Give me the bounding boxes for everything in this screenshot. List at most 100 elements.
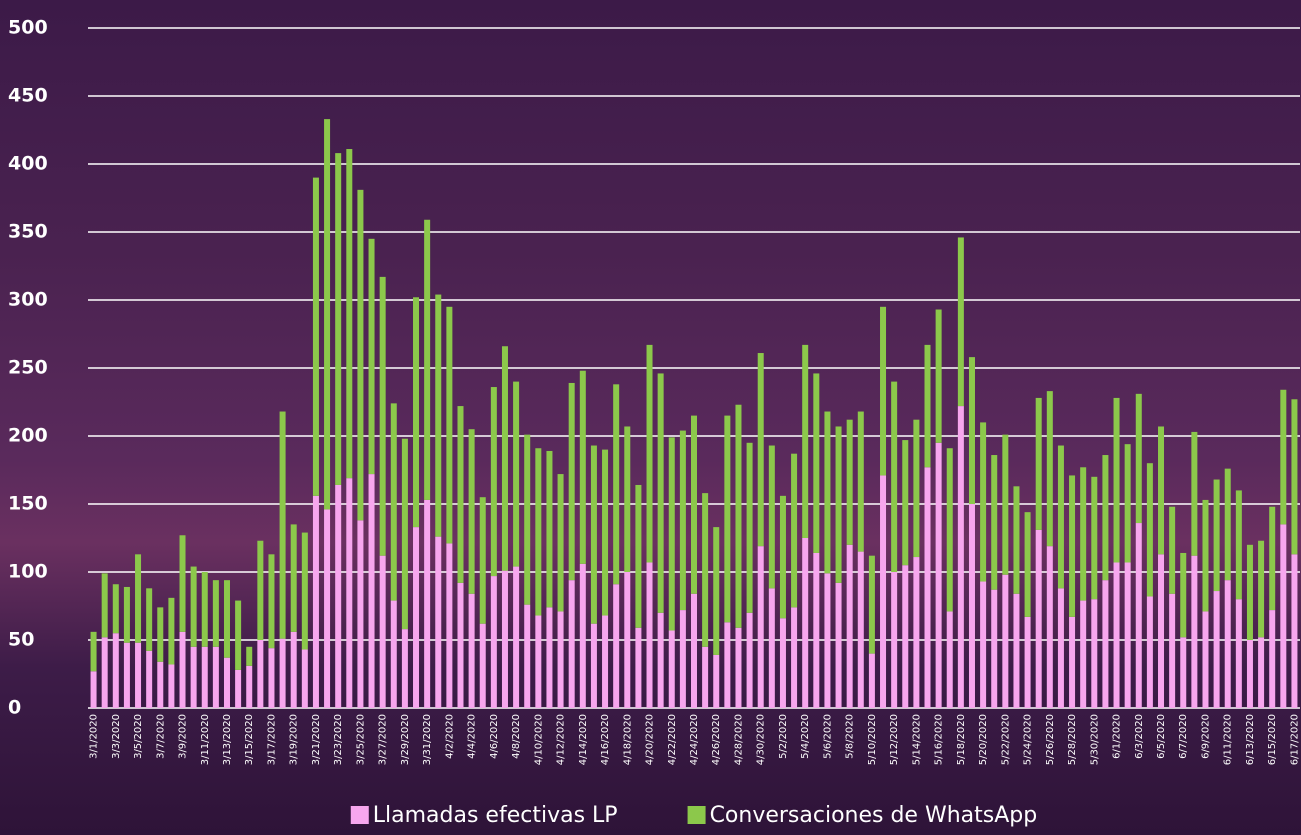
bar-segment bbox=[413, 527, 419, 708]
bar-segment bbox=[858, 412, 864, 552]
bar-segment bbox=[1013, 486, 1019, 593]
bar-segment bbox=[546, 607, 552, 708]
bar-segment bbox=[1047, 391, 1053, 546]
bar-segment bbox=[135, 643, 141, 708]
bar-segment bbox=[713, 655, 719, 708]
bar-segment bbox=[202, 647, 208, 708]
bar-segment bbox=[1058, 588, 1064, 708]
bar-segment bbox=[1047, 546, 1053, 708]
bar-segment bbox=[680, 610, 686, 708]
bar-segment bbox=[302, 650, 308, 708]
bar-segment bbox=[413, 297, 419, 527]
bar-segment bbox=[91, 671, 97, 708]
bar-segment bbox=[836, 583, 842, 708]
bar-segment bbox=[780, 496, 786, 618]
chart: 0501001502002503003504004505003/1/20203/… bbox=[0, 0, 1301, 835]
bar-segment bbox=[813, 553, 819, 708]
bar-segment bbox=[446, 543, 452, 708]
bar-segment bbox=[1236, 599, 1242, 708]
bar-segment bbox=[313, 496, 319, 708]
bar-segment bbox=[891, 572, 897, 708]
bar-segment bbox=[735, 628, 741, 708]
x-tick-label: 4/8/2020 bbox=[511, 714, 522, 759]
bar-segment bbox=[124, 587, 130, 643]
bar-segment bbox=[480, 497, 486, 623]
bar-segment bbox=[658, 373, 664, 612]
bar-segment bbox=[146, 588, 152, 651]
y-tick-label: 250 bbox=[8, 357, 48, 379]
bar-segment bbox=[602, 616, 608, 708]
x-tick-label: 3/7/2020 bbox=[155, 714, 166, 759]
bar-segment bbox=[647, 345, 653, 563]
bar-segment bbox=[246, 647, 252, 666]
bar-segment bbox=[758, 546, 764, 708]
bar-segment bbox=[1025, 617, 1031, 708]
bar-segment bbox=[969, 357, 975, 504]
bar-segment bbox=[1013, 594, 1019, 708]
x-tick-label: 4/14/2020 bbox=[578, 714, 589, 765]
bar-segment bbox=[791, 454, 797, 608]
bar-segment bbox=[435, 537, 441, 708]
bar-segment bbox=[591, 446, 597, 624]
bar-segment bbox=[858, 552, 864, 708]
x-tick-label: 3/17/2020 bbox=[266, 714, 277, 765]
bar-segment bbox=[947, 611, 953, 708]
bar-segment bbox=[491, 576, 497, 708]
x-tick-label: 5/24/2020 bbox=[1023, 714, 1034, 765]
x-tick-label: 3/15/2020 bbox=[244, 714, 255, 765]
x-tick-label: 5/4/2020 bbox=[800, 714, 811, 759]
x-tick-label: 6/5/2020 bbox=[1156, 714, 1167, 759]
x-tick-label: 5/10/2020 bbox=[867, 714, 878, 765]
bar-segment bbox=[1091, 599, 1097, 708]
x-tick-label: 6/17/2020 bbox=[1289, 714, 1300, 765]
bar-segment bbox=[991, 590, 997, 708]
y-tick-label: 350 bbox=[8, 221, 48, 243]
bar-segment bbox=[747, 443, 753, 613]
bar-segment bbox=[369, 239, 375, 474]
bar-segment bbox=[824, 412, 830, 574]
bar-segment bbox=[613, 384, 619, 584]
bar-segment bbox=[658, 613, 664, 708]
x-tick-label: 4/22/2020 bbox=[667, 714, 678, 765]
x-tick-label: 3/25/2020 bbox=[355, 714, 366, 765]
x-tick-label: 3/31/2020 bbox=[422, 714, 433, 765]
bar-segment bbox=[380, 556, 386, 708]
bar-segment bbox=[913, 557, 919, 708]
bar-segment bbox=[1080, 467, 1086, 600]
bar-segment bbox=[925, 467, 931, 708]
bar-segment bbox=[369, 474, 375, 708]
x-tick-label: 3/5/2020 bbox=[133, 714, 144, 759]
bar-segment bbox=[1025, 512, 1031, 617]
bar-segment bbox=[346, 478, 352, 708]
bar-segment bbox=[1102, 580, 1108, 708]
bar-segment bbox=[780, 618, 786, 708]
bar-segment bbox=[213, 580, 219, 647]
bar-segment bbox=[191, 567, 197, 647]
bar-segment bbox=[669, 437, 675, 630]
x-tick-label: 5/26/2020 bbox=[1045, 714, 1056, 765]
bar-segment bbox=[747, 613, 753, 708]
bar-segment bbox=[1114, 562, 1120, 708]
bar-segment bbox=[836, 426, 842, 582]
bar-segment bbox=[1280, 390, 1286, 525]
bar-segment bbox=[524, 435, 530, 605]
bar-segment bbox=[1247, 545, 1253, 640]
legend-swatch bbox=[688, 806, 706, 824]
bar-segment bbox=[1202, 611, 1208, 708]
bar-segment bbox=[1058, 446, 1064, 589]
bar-segment bbox=[1091, 477, 1097, 599]
bar-segment bbox=[602, 450, 608, 616]
bar-segment bbox=[1069, 475, 1075, 616]
bar-segment bbox=[513, 382, 519, 567]
bar-segment bbox=[580, 371, 586, 564]
bar-segment bbox=[391, 601, 397, 708]
x-tick-label: 6/11/2020 bbox=[1223, 714, 1234, 765]
bar-segment bbox=[168, 598, 174, 665]
bar-segment bbox=[624, 572, 630, 708]
bar-segment bbox=[135, 554, 141, 642]
bar-segment bbox=[1269, 610, 1275, 708]
bar-segment bbox=[624, 426, 630, 572]
bar-segment bbox=[691, 416, 697, 594]
bar-segment bbox=[113, 633, 119, 708]
x-tick-label: 4/26/2020 bbox=[711, 714, 722, 765]
